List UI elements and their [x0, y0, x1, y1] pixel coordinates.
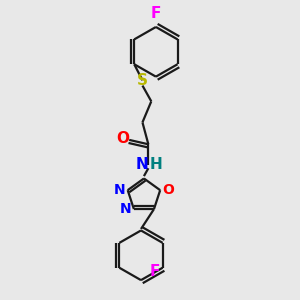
Text: H: H — [149, 157, 162, 172]
Text: N: N — [120, 202, 131, 216]
Text: O: O — [116, 131, 129, 146]
Text: O: O — [163, 183, 174, 197]
Text: S: S — [137, 73, 148, 88]
Text: F: F — [151, 6, 161, 21]
Text: N: N — [136, 157, 148, 172]
Text: N: N — [114, 183, 125, 197]
Text: F: F — [149, 264, 160, 279]
